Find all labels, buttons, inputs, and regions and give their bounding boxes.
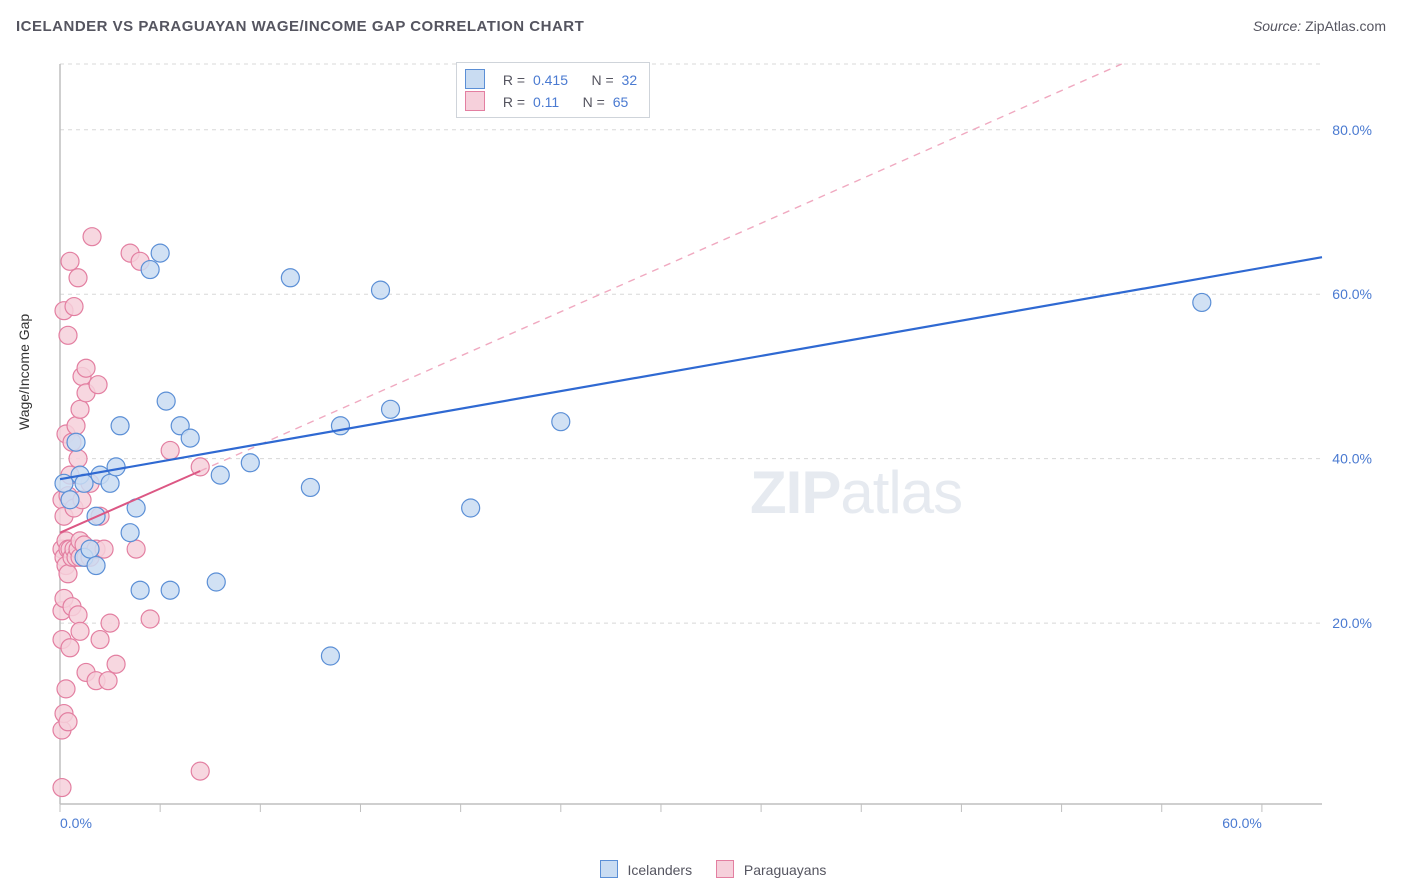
legend-bottom-label-b: Paraguayans xyxy=(744,862,827,878)
legend-bottom-swatch-a xyxy=(600,860,618,878)
svg-text:60.0%: 60.0% xyxy=(1222,815,1262,831)
svg-text:20.0%: 20.0% xyxy=(1332,615,1372,631)
legend-n-label-a: N = xyxy=(591,72,613,88)
source-label: Source: xyxy=(1253,18,1305,34)
legend-r-value-a: 0.415 xyxy=(533,72,568,88)
legend-r-value-b: 0.11 xyxy=(533,94,559,110)
legend-bottom: Icelanders Paraguayans xyxy=(0,860,1406,878)
legend-n-value-a: 32 xyxy=(622,72,638,88)
page-title: ICELANDER VS PARAGUAYAN WAGE/INCOME GAP … xyxy=(16,18,584,35)
legend-correlation-box: R = 0.415 N = 32 R = 0.11 N = 65 xyxy=(456,62,650,118)
svg-text:0.0%: 0.0% xyxy=(60,815,92,831)
scatter-plot-svg: 0.0% 60.0% 20.0% 40.0% 60.0% 80.0% xyxy=(50,58,1382,838)
chart-area: 0.0%60.0%20.0%40.0%60.0%80.0% ZIPatlas xyxy=(50,58,1382,838)
svg-text:40.0%: 40.0% xyxy=(1332,451,1372,467)
legend-row-b: R = 0.11 N = 65 xyxy=(465,91,637,111)
legend-r-label-a: R = xyxy=(503,72,525,88)
svg-text:60.0%: 60.0% xyxy=(1332,286,1372,302)
legend-swatch-b xyxy=(465,91,485,111)
legend-swatch-a xyxy=(465,69,485,89)
source-credit: Source: ZipAtlas.com xyxy=(1253,18,1386,34)
legend-n-value-b: 65 xyxy=(613,94,629,110)
source-value: ZipAtlas.com xyxy=(1305,18,1386,34)
y-axis-label: Wage/Income Gap xyxy=(16,314,32,430)
svg-text:80.0%: 80.0% xyxy=(1332,122,1372,138)
legend-r-label-b: R = xyxy=(503,94,525,110)
legend-bottom-swatch-b xyxy=(716,860,734,878)
legend-bottom-label-a: Icelanders xyxy=(628,862,693,878)
legend-row-a: R = 0.415 N = 32 xyxy=(465,69,637,89)
legend-n-label-b: N = xyxy=(583,94,605,110)
